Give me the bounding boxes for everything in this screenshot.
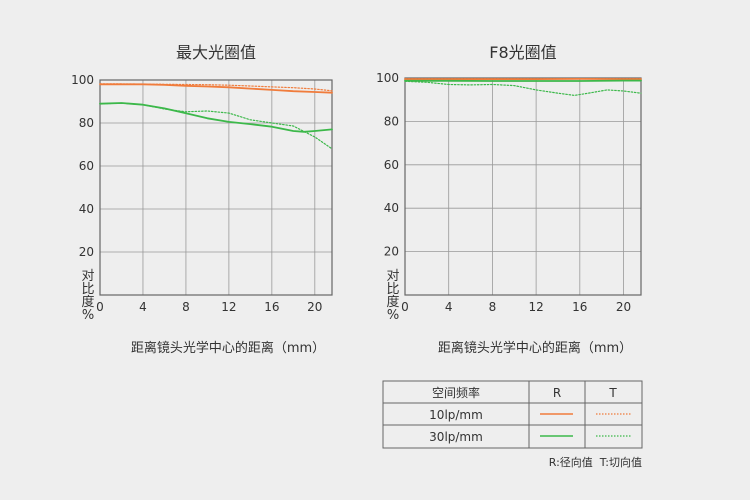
series-10lp-mm-r bbox=[99, 83, 333, 94]
chart-max-aperture: 最大光圈值 20 40 60 80 100 0 4 8 12 16 20 对比度% 距离镜头光学中心的距离… bbox=[71, 43, 333, 356]
x-tick-label: 0 bbox=[401, 300, 409, 314]
x-tick-label: 12 bbox=[221, 300, 236, 314]
x-axis-label: 距离镜头光学中心的距离（mm） bbox=[131, 340, 325, 356]
legend-col-t: T bbox=[608, 386, 617, 400]
y-tick-label: 20 bbox=[384, 245, 399, 259]
y-tick-label: 20 bbox=[79, 245, 94, 259]
x-tick-label: 8 bbox=[182, 300, 190, 314]
y-tick-label: 80 bbox=[384, 114, 399, 128]
x-tick-label: 0 bbox=[96, 300, 104, 314]
legend-row-10lp-label: 10lp/mm bbox=[429, 408, 483, 422]
y-tick-label: 100 bbox=[71, 73, 94, 87]
legend-frame bbox=[382, 380, 643, 449]
y-tick-label: 60 bbox=[79, 159, 94, 173]
plot-frame bbox=[404, 77, 642, 296]
x-tick-label: 4 bbox=[139, 300, 147, 314]
x-tick-label: 20 bbox=[307, 300, 322, 314]
chart-title: F8光圈值 bbox=[489, 43, 556, 62]
x-tick-label: 16 bbox=[264, 300, 279, 314]
y-tick-label: 80 bbox=[79, 116, 94, 130]
x-tick-label: 16 bbox=[572, 300, 587, 314]
x-tick-label: 4 bbox=[445, 300, 453, 314]
plot-frame bbox=[99, 79, 333, 296]
legend-col-r: R bbox=[553, 386, 561, 400]
legend-table: 空间频率 R T 10lp/mm 30lp/mm R:径向值 T:切向值 bbox=[382, 380, 643, 469]
series-30lp-mm-t bbox=[404, 80, 642, 96]
chart-f8-aperture: F8光圈值 20 40 60 80 100 0 4 8 12 16 20 对比度% 距离镜头光学中心的距离… bbox=[376, 43, 642, 356]
legend-note: R:径向值 T:切向值 bbox=[549, 455, 642, 469]
y-tick-label: 40 bbox=[384, 201, 399, 215]
series-30lp-mm-t bbox=[99, 102, 333, 150]
legend-row-30lp-label: 30lp/mm bbox=[429, 430, 483, 444]
y-axis-label: 对比度% bbox=[81, 269, 94, 323]
y-tick-label: 60 bbox=[384, 158, 399, 172]
y-tick-label: 40 bbox=[79, 202, 94, 216]
series-10lp-mm-t bbox=[99, 83, 333, 92]
chart-title: 最大光圈值 bbox=[176, 43, 256, 62]
legend-header: 空间频率 bbox=[432, 385, 480, 400]
x-tick-label: 8 bbox=[489, 300, 497, 314]
y-tick-label: 100 bbox=[376, 71, 399, 85]
x-axis-label: 距离镜头光学中心的距离（mm） bbox=[438, 340, 632, 356]
x-tick-label: 12 bbox=[528, 300, 543, 314]
y-axis-label: 对比度% bbox=[386, 269, 399, 323]
x-tick-label: 20 bbox=[616, 300, 631, 314]
